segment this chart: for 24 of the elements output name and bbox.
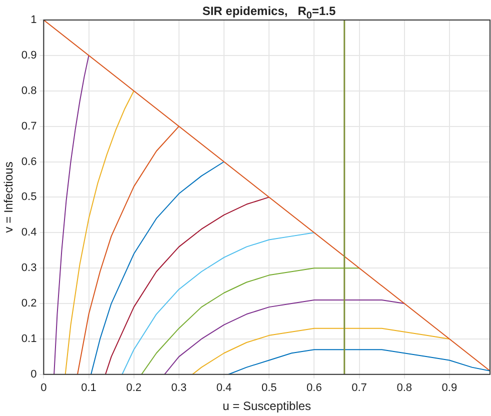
y-tick-label: 0.1 xyxy=(21,332,37,345)
x-tick-label: 0.9 xyxy=(442,382,458,394)
x-tick-label: 0.7 xyxy=(352,382,367,394)
y-tick-label: 0.6 xyxy=(21,156,37,168)
x-tick-label: 0.8 xyxy=(396,382,412,394)
chart-title: SIR epidemics, R$_{0}$=1.5 xyxy=(201,4,337,22)
x-tick-label: 0.2 xyxy=(126,382,142,394)
x-tick-label: 0.1 xyxy=(81,382,96,394)
y-tick-label: 0.7 xyxy=(21,120,37,132)
y-tick-label: 0.2 xyxy=(21,298,37,310)
y-axis-title: v = Infectious xyxy=(2,162,16,233)
x-tick-label: 0.3 xyxy=(171,382,187,394)
y-tick-label: 0.5 xyxy=(21,191,37,204)
y-tick-label: 0.4 xyxy=(21,226,37,239)
y-tick-label: 0.3 xyxy=(21,262,37,274)
x-axis-title: u = Susceptibles xyxy=(222,399,312,414)
x-tick-label: 0.6 xyxy=(306,382,322,394)
y-tick-label: 0 xyxy=(30,368,37,380)
x-tick-label: 0.5 xyxy=(261,382,277,394)
x-tick-label: 0.4 xyxy=(216,382,232,394)
y-tick-label: 1 xyxy=(30,14,37,26)
y-tick-label: 0.9 xyxy=(21,49,37,62)
x-tick-label: 0 xyxy=(40,382,47,394)
y-tick-label: 0.8 xyxy=(21,84,37,97)
